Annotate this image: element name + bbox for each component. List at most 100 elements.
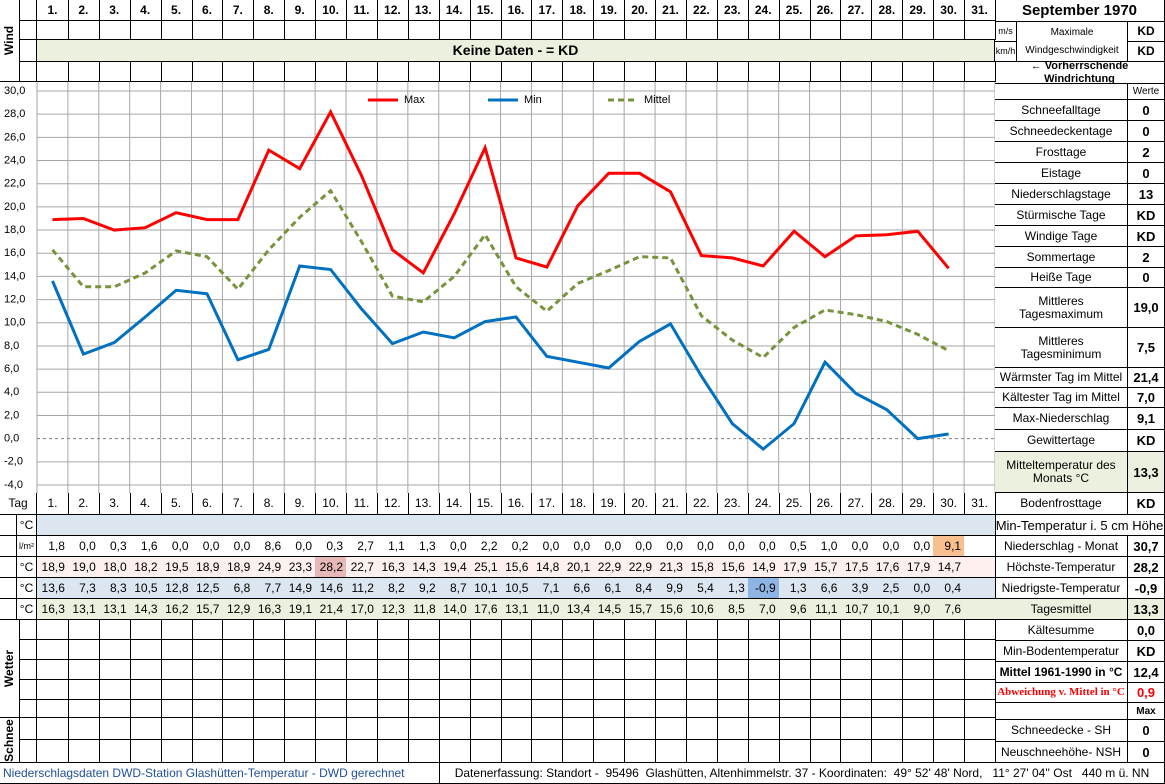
table-cell: 13,1 <box>67 599 100 620</box>
table-cell: 11,1 <box>809 599 842 620</box>
table-cell: 10,6 <box>685 599 718 620</box>
table-cell: 25,1 <box>469 557 502 578</box>
table-cell: 1,3 <box>716 578 749 599</box>
blank <box>284 660 317 680</box>
table-cell <box>871 515 904 536</box>
stat-value: KD <box>1128 493 1165 515</box>
blank <box>747 21 780 40</box>
table-cell: 7,1 <box>531 578 564 599</box>
blank <box>562 62 595 82</box>
day-header: 3. <box>98 0 131 21</box>
day-header: 17. <box>531 0 564 21</box>
blank <box>284 640 317 660</box>
table-cell: 7,7 <box>253 578 286 599</box>
blank <box>222 21 255 40</box>
day-header: 12. <box>376 0 409 21</box>
table-cell: 19,1 <box>284 599 317 620</box>
stat-label: Kältesumme <box>995 620 1128 641</box>
day-header: 3. <box>98 493 131 515</box>
table-cell: 8,2 <box>376 578 409 599</box>
stat-value: KD <box>1128 430 1165 452</box>
blank <box>716 62 749 82</box>
y-tick-label: 0,0 <box>4 433 19 445</box>
stat-value: 2 <box>1128 142 1165 163</box>
blank <box>809 740 842 763</box>
blank <box>840 620 873 640</box>
blank <box>253 718 286 740</box>
table-cell: 14,8 <box>531 557 564 578</box>
legend-label: Min <box>524 94 542 106</box>
blank <box>747 718 780 740</box>
table-cell <box>37 515 69 536</box>
stat-value: 0 <box>1128 720 1165 742</box>
blank <box>129 718 162 740</box>
blank <box>778 21 811 40</box>
day-header: 22. <box>685 493 718 515</box>
day-header: 9. <box>284 0 317 21</box>
table-cell: 16,3 <box>253 599 286 620</box>
blank <box>407 740 440 763</box>
table-cell: 17,5 <box>840 557 873 578</box>
table-cell <box>469 515 502 536</box>
table-cell: 12,9 <box>222 599 255 620</box>
blank <box>624 620 657 640</box>
stat-label: Mitteltemperatur des Monats °C <box>995 452 1128 493</box>
blank <box>407 660 440 680</box>
table-cell: 15,6 <box>500 557 533 578</box>
table-cell: 12,3 <box>376 599 409 620</box>
blank <box>438 62 471 82</box>
blank <box>67 740 100 763</box>
table-cell: 2,7 <box>346 536 378 557</box>
table-cell: 16,3 <box>37 599 69 620</box>
day-header: 24. <box>747 0 780 21</box>
y-tick-label: -4,0 <box>4 479 23 491</box>
blank <box>933 718 966 740</box>
table-cell <box>964 599 996 620</box>
stat-value: KD <box>1128 226 1165 247</box>
table-cell: 18,9 <box>222 557 255 578</box>
blank <box>871 740 904 763</box>
blank <box>469 640 502 660</box>
y-tick-label: 6,0 <box>4 363 19 375</box>
table-cell: 0,0 <box>716 536 749 557</box>
stat-value: 9,1 <box>1128 408 1165 430</box>
blank <box>98 62 131 82</box>
stat-label: Höchste-Temperatur <box>995 557 1128 578</box>
day-header: 18. <box>562 493 595 515</box>
blank <box>469 620 502 640</box>
stat-label: Gewittertage <box>995 430 1128 452</box>
table-cell <box>964 536 996 557</box>
blank <box>346 680 378 700</box>
blank <box>995 84 1128 100</box>
stat-label: Neuschneehöhe- NSH <box>995 742 1128 763</box>
blank <box>222 640 255 660</box>
table-cell: 20,1 <box>562 557 595 578</box>
day-header: 11. <box>346 493 378 515</box>
table-cell: 13,4 <box>562 599 595 620</box>
table-cell: 1,3 <box>407 536 440 557</box>
stat-value: 13,3 <box>1128 452 1165 493</box>
blank <box>346 62 378 82</box>
stat-value: 2 <box>1128 247 1165 268</box>
table-cell: 12,8 <box>160 578 193 599</box>
table-cell <box>964 515 996 536</box>
blank <box>964 620 996 640</box>
stat-value: 0,0 <box>1128 620 1165 641</box>
blank <box>37 62 69 82</box>
blank <box>315 620 348 640</box>
blank <box>160 700 193 718</box>
blank <box>778 740 811 763</box>
day-header: 21. <box>655 493 687 515</box>
blank <box>685 700 718 718</box>
stat-value: 0 <box>1128 742 1165 763</box>
blank <box>98 640 131 660</box>
table-cell: 0,0 <box>67 536 100 557</box>
blank <box>500 660 533 680</box>
table-cell: 10,1 <box>469 578 502 599</box>
blank <box>98 718 131 740</box>
stat-label: Wärmster Tag im Mittel <box>995 368 1128 388</box>
stat-value: 19,0 <box>1128 288 1165 328</box>
blank <box>778 62 811 82</box>
blank <box>871 21 904 40</box>
day-header: 29. <box>902 0 935 21</box>
